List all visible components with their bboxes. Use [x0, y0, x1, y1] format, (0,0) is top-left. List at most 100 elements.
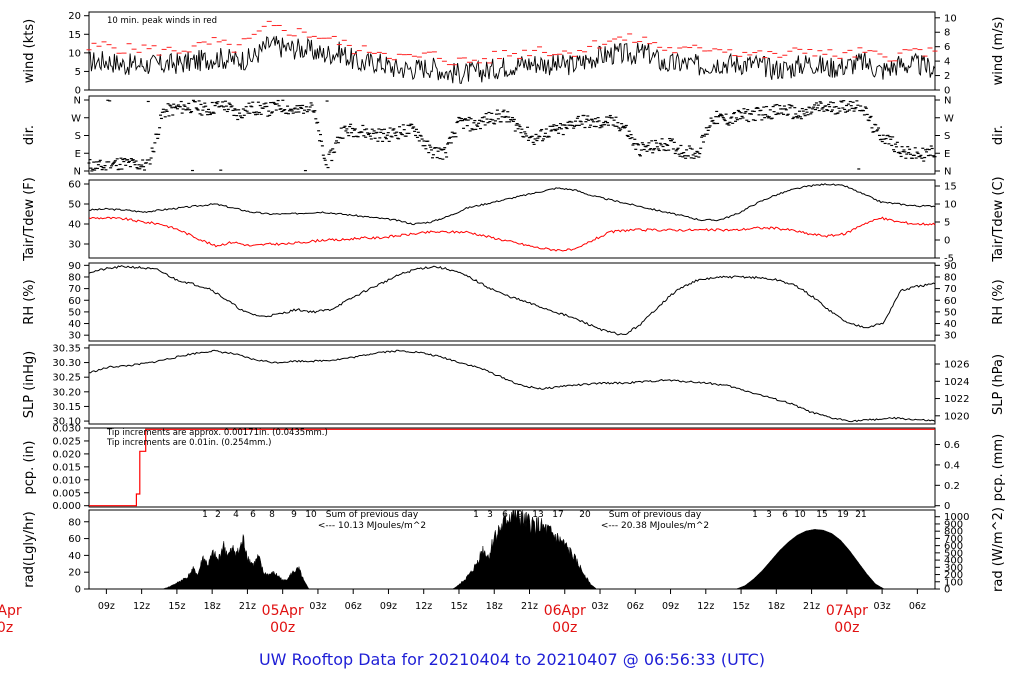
temp-y-right-tick-label: 0 — [944, 236, 950, 247]
rad-hour-label-day3: 10 — [794, 510, 806, 520]
slp-y-right-tick-label: 1024 — [944, 377, 969, 388]
rad-area-day1 — [162, 534, 310, 590]
dir-y-right-tick-label: W — [944, 113, 954, 124]
slp-ylabel-left: SLP (inHg) — [22, 351, 37, 419]
dir-y-right-tick-label: S — [944, 131, 950, 142]
x-date-label: 04Apr — [0, 603, 22, 619]
rad-y-right-tick-label: 400 — [944, 556, 963, 567]
x-date-hour-label: 00z — [270, 620, 295, 636]
rh-y-right-tick-label: 90 — [944, 261, 957, 272]
rh-ylabel-left: RH (%) — [22, 279, 37, 324]
wind-ylabel-right: wind (m/s) — [991, 17, 1006, 86]
pcp-y-tick-label: 0.010 — [52, 475, 81, 486]
rad-hour-label-day1: 8 — [269, 510, 275, 520]
rad-y-right-tick-label: 500 — [944, 548, 963, 559]
rad-y-right-tick-label: 600 — [944, 541, 963, 552]
rad-y-right-tick-label: 300 — [944, 563, 963, 574]
rad-hour-label-day2: 6 — [502, 510, 508, 520]
rad-y-tick-label: 20 — [68, 568, 81, 579]
temp-ylabel-right: Tair/Tdew (C) — [991, 176, 1006, 262]
rh-y-right-tick-label: 80 — [944, 272, 957, 283]
slp-panel-frame — [88, 344, 936, 425]
rh-y-right-tick-label: 70 — [944, 284, 957, 295]
chart-title: UW Rooftop Data for 20210404 to 20210407… — [259, 650, 765, 669]
pcp-y-tick-label: 0.005 — [52, 488, 81, 499]
temp-y-tick-label: 40 — [68, 220, 81, 231]
rad-hour-label-day2: 9 — [517, 510, 523, 520]
rad-hour-label-day2: 17 — [552, 510, 563, 520]
rad-hour-label-day3: 6 — [782, 510, 788, 520]
rh-y-right-tick-label: 30 — [944, 331, 957, 342]
temp-y-right-tick-label: 15 — [944, 182, 957, 193]
rad-sum-value-day2: <--- 20.38 MJoules/m^2 — [601, 521, 709, 531]
x-tick-label: 03z — [591, 601, 608, 612]
rad-hour-label-day3: 3 — [766, 510, 772, 520]
rh-line — [88, 265, 936, 336]
dir-y-tick-label: E — [75, 149, 81, 160]
slp-y-tick-label: 30.10 — [52, 417, 81, 428]
rad-hour-label-day2: 13 — [532, 510, 543, 520]
temp-y-right-tick-label: 5 — [944, 218, 950, 229]
x-tick-label: 09z — [380, 601, 397, 612]
rh-ylabel-right: RH (%) — [991, 279, 1006, 324]
x-tick-label: 21z — [803, 601, 820, 612]
wind-y-right-tick-label: 2 — [944, 71, 950, 82]
wind-y-tick-label: 15 — [68, 30, 81, 41]
temp-y-tick-label: 50 — [68, 200, 81, 211]
rad-y-tick-label: 0 — [75, 585, 81, 596]
x-date-hour-label: 00z — [834, 620, 859, 636]
rh-y-tick-label: 80 — [68, 272, 81, 283]
rad-sum-value-day1: <--- 10.13 MJoules/m^2 — [318, 521, 426, 531]
pcp-y-right-tick-label: 0 — [944, 501, 950, 512]
rad-area-day3 — [736, 529, 886, 590]
x-tick-label: 18z — [204, 601, 221, 612]
rh-y-tick-label: 70 — [68, 284, 81, 295]
rad-y-right-tick-label: 700 — [944, 534, 963, 545]
wind-annotation: 10 min. peak winds in red — [107, 16, 217, 26]
x-tick-label: 03z — [874, 601, 891, 612]
pcp-y-right-tick-label: 0.2 — [944, 481, 960, 492]
pcp-y-tick-label: 0.015 — [52, 462, 81, 473]
slp-line — [89, 349, 936, 423]
x-tick-label: 21z — [239, 601, 256, 612]
rad-y-right-tick-label: 0 — [944, 585, 950, 596]
tair-line — [88, 183, 936, 226]
x-tick-label: 06z — [345, 601, 362, 612]
x-tick-label: 15z — [450, 601, 467, 612]
slp-y-tick-label: 30.35 — [52, 343, 81, 354]
x-date-label: 06Apr — [544, 603, 586, 619]
wind-y-right-tick-label: 0 — [944, 86, 950, 97]
rad-hour-label-day3: 15 — [816, 510, 827, 520]
rh-y-right-tick-label: 50 — [944, 307, 957, 318]
temp-panel-frame — [88, 179, 936, 259]
pcp-line — [89, 428, 935, 507]
rad-sum-label-day1: Sum of previous day — [326, 510, 419, 520]
x-tick-label: 06z — [909, 601, 926, 612]
pcp-note-blue: Tip increments are 0.01in. (0.254mm.) — [106, 438, 271, 448]
slp-y-right-tick-label: 1026 — [944, 360, 969, 371]
rad-y-right-tick-label: 200 — [944, 570, 963, 581]
rh-y-right-tick-label: 60 — [944, 296, 957, 307]
rad-y-tick-label: 80 — [68, 517, 81, 528]
wind-y-right-tick-label: 10 — [944, 13, 957, 24]
rad-hour-label-day1: 1 — [202, 510, 208, 520]
pcp-y-tick-label: 0.020 — [52, 449, 81, 460]
rh-y-tick-label: 90 — [68, 261, 81, 272]
rh-panel-frame — [88, 262, 936, 342]
wind-y-tick-label: 5 — [75, 67, 81, 78]
rad-hour-label-day2: 3 — [487, 510, 493, 520]
rh-y-tick-label: 50 — [68, 307, 81, 318]
x-tick-label: 03z — [309, 601, 326, 612]
x-date-hour-label: 00z — [0, 620, 13, 636]
pcp-y-tick-label: 0.030 — [52, 424, 81, 435]
slp-y-tick-label: 30.20 — [52, 387, 81, 398]
dir-y-tick-label: S — [75, 131, 81, 142]
x-tick-label: 12z — [697, 601, 714, 612]
rad-ylabel-left: rad(Lgly/hr) — [22, 511, 37, 587]
x-tick-label: 15z — [733, 601, 750, 612]
pcp-panel-frame — [88, 427, 936, 508]
rad-hour-label-day3: 1 — [752, 510, 758, 520]
pcp-ylabel-right: pcp. (mm) — [991, 434, 1006, 501]
pcp-y-tick-label: 0.000 — [52, 501, 81, 512]
